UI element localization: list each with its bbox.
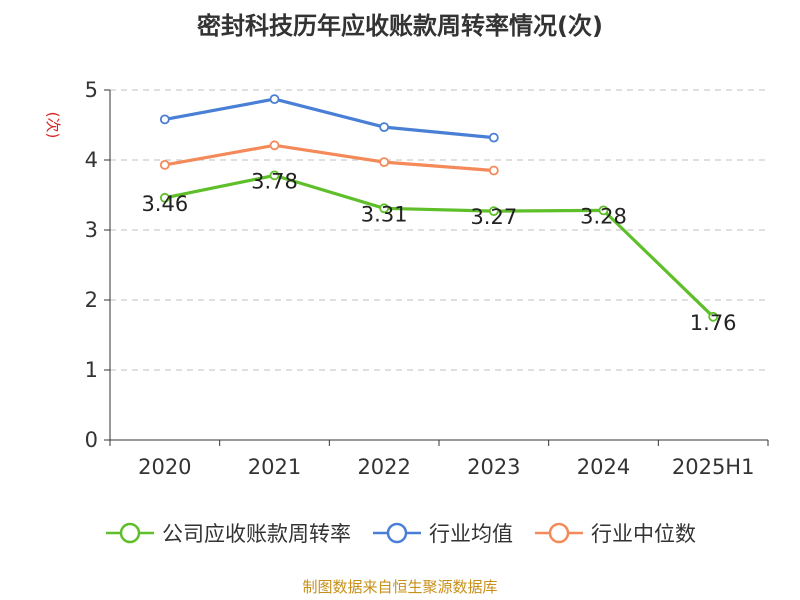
x-tick-label: 2022 [357, 455, 410, 479]
x-tick-label: 2023 [467, 455, 520, 479]
axes: 0 1 2 3 4 5 (次) 2020 2021 2022 2023 2024 2025H1 [44, 78, 769, 479]
series-line-公司应收账款周转率 [164, 173, 715, 318]
x-tick-label: 2020 [138, 455, 191, 479]
legend-item: 行业均值 [371, 518, 513, 548]
legend-item: 公司应收账款周转率 [104, 518, 351, 548]
data-point [488, 132, 499, 143]
legend-label: 公司应收账款周转率 [162, 522, 351, 546]
y-tick-label: 1 [85, 358, 98, 382]
series-group [159, 94, 719, 322]
data-point [488, 206, 499, 217]
legend-swatch-icon [535, 522, 583, 544]
data-point [269, 140, 280, 151]
legend-item: 行业中位数 [533, 518, 696, 548]
legend-label: 行业中位数 [591, 522, 696, 546]
data-point [159, 114, 170, 125]
data-label: 3.78 [251, 169, 298, 193]
y-tick-label: 5 [85, 78, 98, 102]
y-tick-label: 4 [85, 148, 98, 172]
data-label: 3.28 [580, 204, 627, 228]
series-line-行业均值 [164, 97, 494, 140]
data-labels: 3.46 3.78 3.31 3.27 3.28 1.76 [141, 169, 736, 334]
y-axis-label: (次) [44, 112, 62, 139]
x-tick-label: 2025H1 [672, 455, 755, 479]
data-point [708, 311, 719, 322]
data-point [379, 203, 390, 214]
x-tick-label: 2021 [248, 455, 301, 479]
data-point [269, 170, 280, 181]
data-point [159, 192, 170, 203]
data-label: 1.76 [690, 311, 737, 335]
y-tick-label: 3 [85, 218, 98, 242]
legend-swatch-icon [373, 522, 421, 544]
data-label: 3.31 [361, 202, 408, 226]
x-tick-label: 2024 [577, 455, 630, 479]
data-point [379, 157, 390, 168]
source-note: 制图数据来自恒生聚源数据库 [302, 578, 498, 596]
legend: 公司应收账款周转率 行业均值 行业中位数 [0, 518, 800, 548]
data-point [269, 94, 280, 104]
data-point [488, 165, 499, 176]
data-point [598, 205, 609, 216]
y-tick-label: 0 [85, 428, 98, 452]
y-tick-label: 2 [85, 288, 98, 312]
data-label: 3.46 [141, 192, 188, 216]
data-point [159, 159, 170, 170]
series-line-行业中位数 [164, 143, 494, 173]
legend-label: 行业均值 [429, 522, 513, 546]
data-point [379, 122, 390, 132]
chart-title: 密封科技历年应收账款周转率情况(次) [197, 12, 603, 40]
data-label: 3.27 [470, 205, 517, 229]
legend-swatch-icon [106, 522, 154, 544]
